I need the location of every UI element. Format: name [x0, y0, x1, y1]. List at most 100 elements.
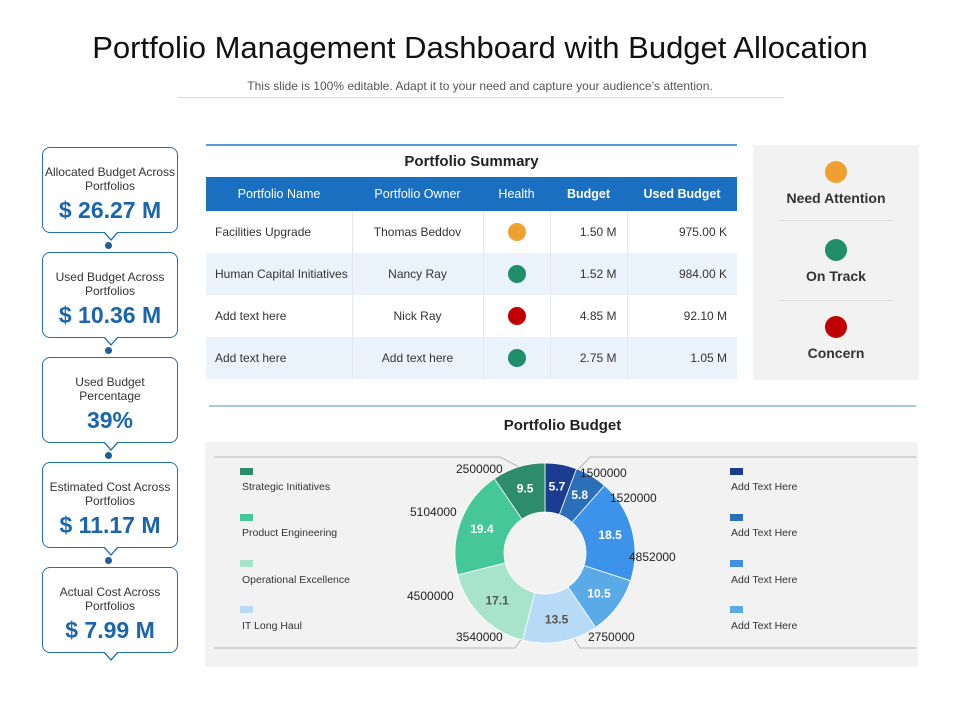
- portfolio-name-cell: Add text here: [206, 295, 353, 337]
- used-budget-cell: 92.10 M: [627, 295, 737, 337]
- kpi-card-used-budget: Used Budget Across Portfolios $ 10.36 M: [42, 252, 178, 346]
- slice-percent-label: 5.7: [549, 480, 566, 494]
- legend-concern: Concern: [753, 316, 919, 361]
- slice-value-label: 1500000: [580, 466, 627, 480]
- legend-on-track: On Track: [753, 239, 919, 284]
- table-row: Human Capital Initiatives Nancy Ray 1.52…: [206, 253, 737, 295]
- need-attention-icon: [825, 161, 847, 183]
- health-status-icon: [507, 223, 526, 241]
- slice-value-label: 1520000: [610, 491, 657, 505]
- donut-slice: [571, 484, 636, 582]
- kpi-connector-dot: [105, 452, 112, 459]
- legend-label: Operational Excellence: [242, 574, 350, 586]
- portfolio-summary-table: Portfolio Name Portfolio Owner Health Bu…: [206, 177, 737, 379]
- slice-percent-label: 10.5: [587, 587, 611, 601]
- legend-label: IT Long Haul: [242, 620, 302, 632]
- kpi-value: $ 11.17 M: [59, 512, 161, 538]
- used-budget-cell: 984.00 K: [627, 253, 737, 295]
- kpi-card-allocated-budget: Allocated Budget Across Portfolios $ 26.…: [42, 147, 178, 241]
- callout-leader-line: [214, 456, 526, 471]
- legend-swatch: [240, 514, 253, 521]
- kpi-connector-dot: [105, 242, 112, 249]
- used-budget-cell: 1.05 M: [627, 337, 737, 379]
- column-header[interactable]: Used Budget: [627, 177, 737, 211]
- kpi-card-estimated-cost: Estimated Cost Across Portfolios $ 11.17…: [42, 462, 178, 556]
- slice-value-label: 2750000: [588, 630, 635, 644]
- legend-label: Strategic Initiatives: [242, 481, 331, 493]
- subtitle-divider: [178, 97, 784, 98]
- kpi-card-used-budget-percentage: Used Budget Percentage 39%: [42, 357, 178, 451]
- slice-value-label: 2500000: [456, 462, 503, 476]
- legend-swatch: [730, 560, 743, 567]
- legend-divider: [778, 220, 894, 221]
- health-cell: [483, 253, 551, 295]
- slice-value-label: 4852000: [629, 550, 676, 564]
- legend-swatch: [730, 606, 743, 613]
- slice-percent-label: 13.5: [545, 612, 569, 626]
- kpi-label: Allocated Budget Across Portfolios: [44, 165, 176, 193]
- budget-title: Portfolio Budget: [503, 417, 622, 434]
- legend-label: Add Text Here: [731, 527, 798, 539]
- slice-percent-label: 18.5: [598, 528, 622, 542]
- summary-title: Portfolio Summary: [404, 153, 539, 170]
- kpi-value: $ 26.27 M: [58, 197, 162, 223]
- slice-percent-label: 19.4: [470, 522, 494, 536]
- budget-cell: 1.50 M: [550, 211, 628, 253]
- kpi-label: Estimated Cost Across Portfolios: [49, 480, 171, 508]
- legend-swatch: [240, 560, 253, 567]
- table-row: Add text here Nick Ray 4.85 M 92.10 M: [206, 295, 737, 337]
- budget-cell: 1.52 M: [550, 253, 628, 295]
- kpi-label: Actual Cost Across Portfolios: [59, 585, 161, 613]
- column-header[interactable]: Health: [483, 177, 550, 211]
- budget-cell: 4.85 M: [550, 295, 628, 337]
- portfolio-owner-cell: Add text here: [352, 337, 484, 379]
- portfolio-owner-cell: Nancy Ray: [352, 253, 484, 295]
- kpi-connector-dot: [105, 557, 112, 564]
- legend-label: Add Text Here: [731, 574, 798, 586]
- kpi-label: Used Budget Percentage: [75, 375, 145, 403]
- slice-value-label: 4500000: [407, 589, 454, 603]
- slice-value-label: 3540000: [456, 630, 503, 644]
- column-header[interactable]: Portfolio Name: [206, 177, 352, 211]
- kpi-value: 39%: [86, 407, 134, 433]
- column-header[interactable]: Budget: [550, 177, 627, 211]
- legend-swatch: [730, 468, 743, 475]
- legend-label: Concern: [807, 345, 865, 361]
- table-row: Add text here Add text here 2.75 M 1.05 …: [206, 337, 737, 379]
- health-legend-panel: Need Attention On Track Concern: [753, 145, 919, 380]
- slice-percent-label: 9.5: [517, 481, 534, 495]
- budget-top-rule: [209, 405, 916, 407]
- table-row: Facilities Upgrade Thomas Beddov 1.50 M …: [206, 211, 737, 253]
- kpi-card-actual-cost: Actual Cost Across Portfolios $ 7.99 M: [42, 567, 178, 661]
- health-status-icon: [507, 265, 526, 283]
- portfolio-owner-cell: Thomas Beddov: [352, 211, 484, 253]
- legend-swatch: [240, 468, 253, 475]
- table-header-row: Portfolio Name Portfolio Owner Health Bu…: [206, 177, 737, 211]
- summary-top-rule: [206, 144, 737, 146]
- kpi-label: Used Budget Across Portfolios: [55, 270, 165, 298]
- legend-label: Product Engineering: [242, 527, 338, 539]
- kpi-value: $ 10.36 M: [58, 302, 162, 328]
- column-header[interactable]: Portfolio Owner: [352, 177, 483, 211]
- budget-cell: 2.75 M: [550, 337, 628, 379]
- used-budget-cell: 975.00 K: [627, 211, 737, 253]
- portfolio-owner-cell: Nick Ray: [352, 295, 484, 337]
- health-status-icon: [507, 349, 526, 367]
- health-cell: [483, 337, 551, 379]
- page-title: Portfolio Management Dashboard with Budg…: [92, 30, 868, 65]
- portfolio-name-cell: Human Capital Initiatives: [206, 253, 353, 295]
- page-subtitle: This slide is 100% editable. Adapt it to…: [247, 79, 713, 93]
- legend-label: On Track: [806, 268, 866, 284]
- legend-label: Add Text Here: [731, 620, 798, 632]
- portfolio-name-cell: Facilities Upgrade: [206, 211, 353, 253]
- legend-divider: [778, 300, 894, 301]
- kpi-connector-dot: [105, 347, 112, 354]
- concern-icon: [825, 316, 847, 338]
- legend-label: Add Text Here: [731, 481, 798, 493]
- legend-swatch: [240, 606, 253, 613]
- kpi-value: $ 7.99 M: [65, 617, 155, 643]
- legend-label: Need Attention: [786, 190, 886, 206]
- donut-slice: [493, 462, 546, 520]
- portfolio-name-cell: Add text here: [206, 337, 353, 379]
